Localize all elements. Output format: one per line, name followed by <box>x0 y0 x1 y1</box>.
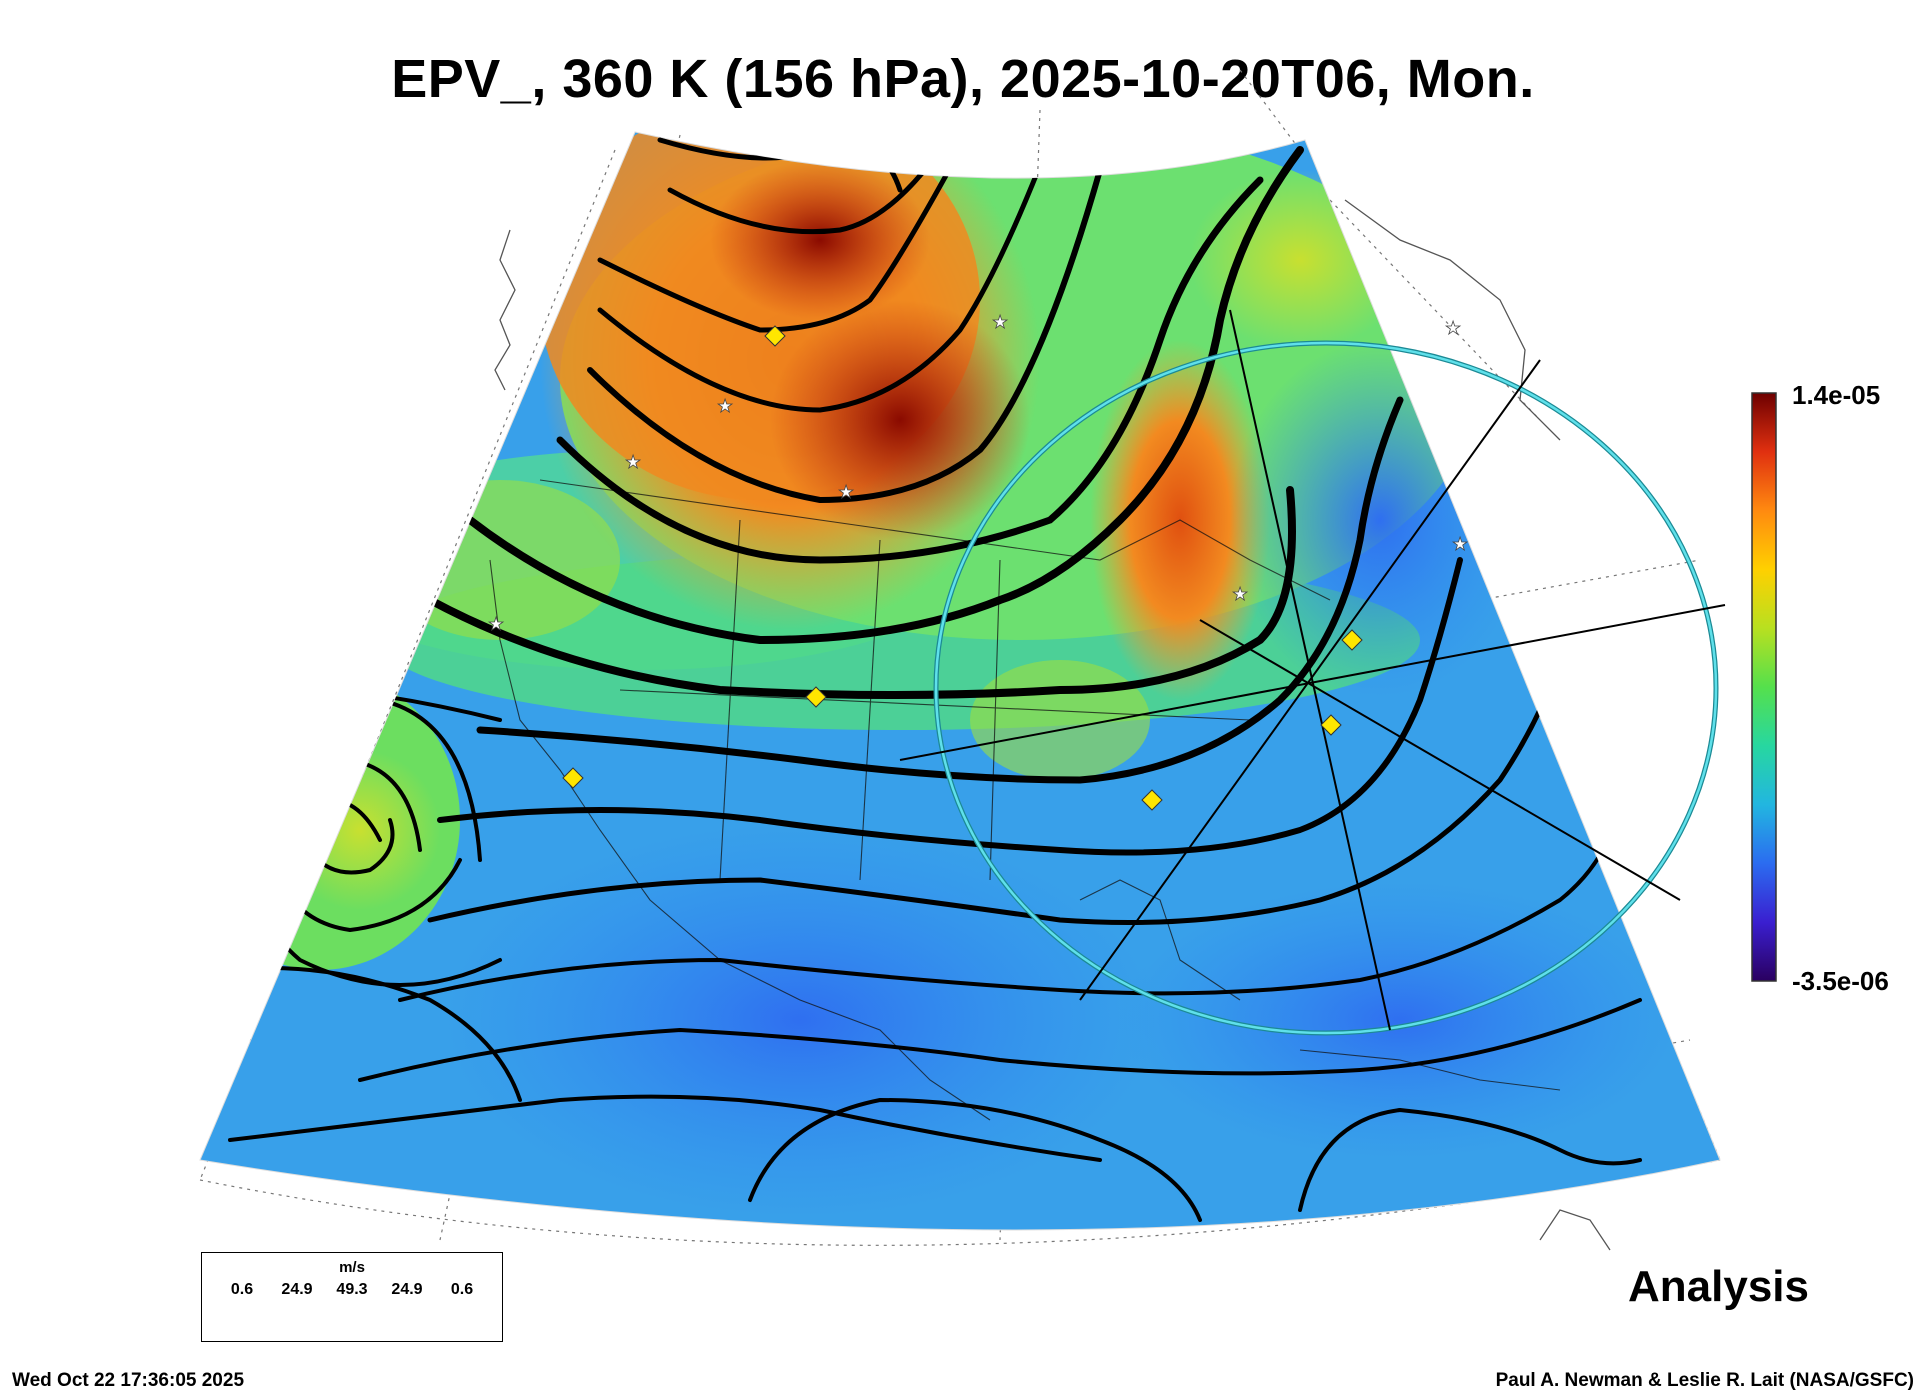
colorbar-max-label: 1.4e-05 <box>1792 380 1881 410</box>
legend-value: 0.6 <box>450 1281 474 1298</box>
star-marker: ★ <box>488 614 504 635</box>
star-marker: ★ <box>1452 534 1468 555</box>
legend-value: 24.9 <box>391 1281 423 1298</box>
credit: Paul A. Newman & Leslie R. Lait (NASA/GS… <box>1495 1370 1914 1391</box>
wind-speed-legend: m/s 0.6 24.9 49.3 24.9 0.6 <box>201 1252 503 1342</box>
coastlines-outer <box>494 199 1611 1251</box>
diamond-marker <box>1320 714 1342 736</box>
epv-field <box>200 132 1720 1230</box>
vortex-ring <box>899 309 1726 1036</box>
star-marker: ★ <box>625 452 641 473</box>
legend-value: 49.3 <box>336 1281 368 1298</box>
legend-unit: m/s <box>339 1259 365 1276</box>
station-markers: ★ ★ ★ ★ ★ ★ ★ ★ <box>488 312 1469 811</box>
diamond-marker <box>562 767 584 789</box>
legend-value: 0.6 <box>230 1281 254 1298</box>
map-title: EPV_, 360 K (156 hPa), 2025-10-20T06, Mo… <box>391 49 1535 109</box>
analysis-label: Analysis <box>1628 1262 1809 1311</box>
star-marker: ★ <box>992 312 1008 333</box>
star-marker: ★ <box>1232 584 1248 605</box>
diamond-marker <box>1341 629 1363 651</box>
diamond-marker <box>1141 789 1163 811</box>
star-marker: ★ <box>838 482 854 503</box>
star-marker: ★ <box>717 396 733 417</box>
legend-value: 24.9 <box>281 1281 313 1298</box>
star-marker: ★ <box>1445 318 1461 339</box>
colorbar-min-label: -3.5e-06 <box>1792 966 1889 996</box>
colorbar <box>1751 392 1777 982</box>
timestamp: Wed Oct 22 17:36:05 2025 <box>12 1370 245 1391</box>
diamond-marker <box>764 325 786 347</box>
diamond-marker <box>805 686 827 708</box>
